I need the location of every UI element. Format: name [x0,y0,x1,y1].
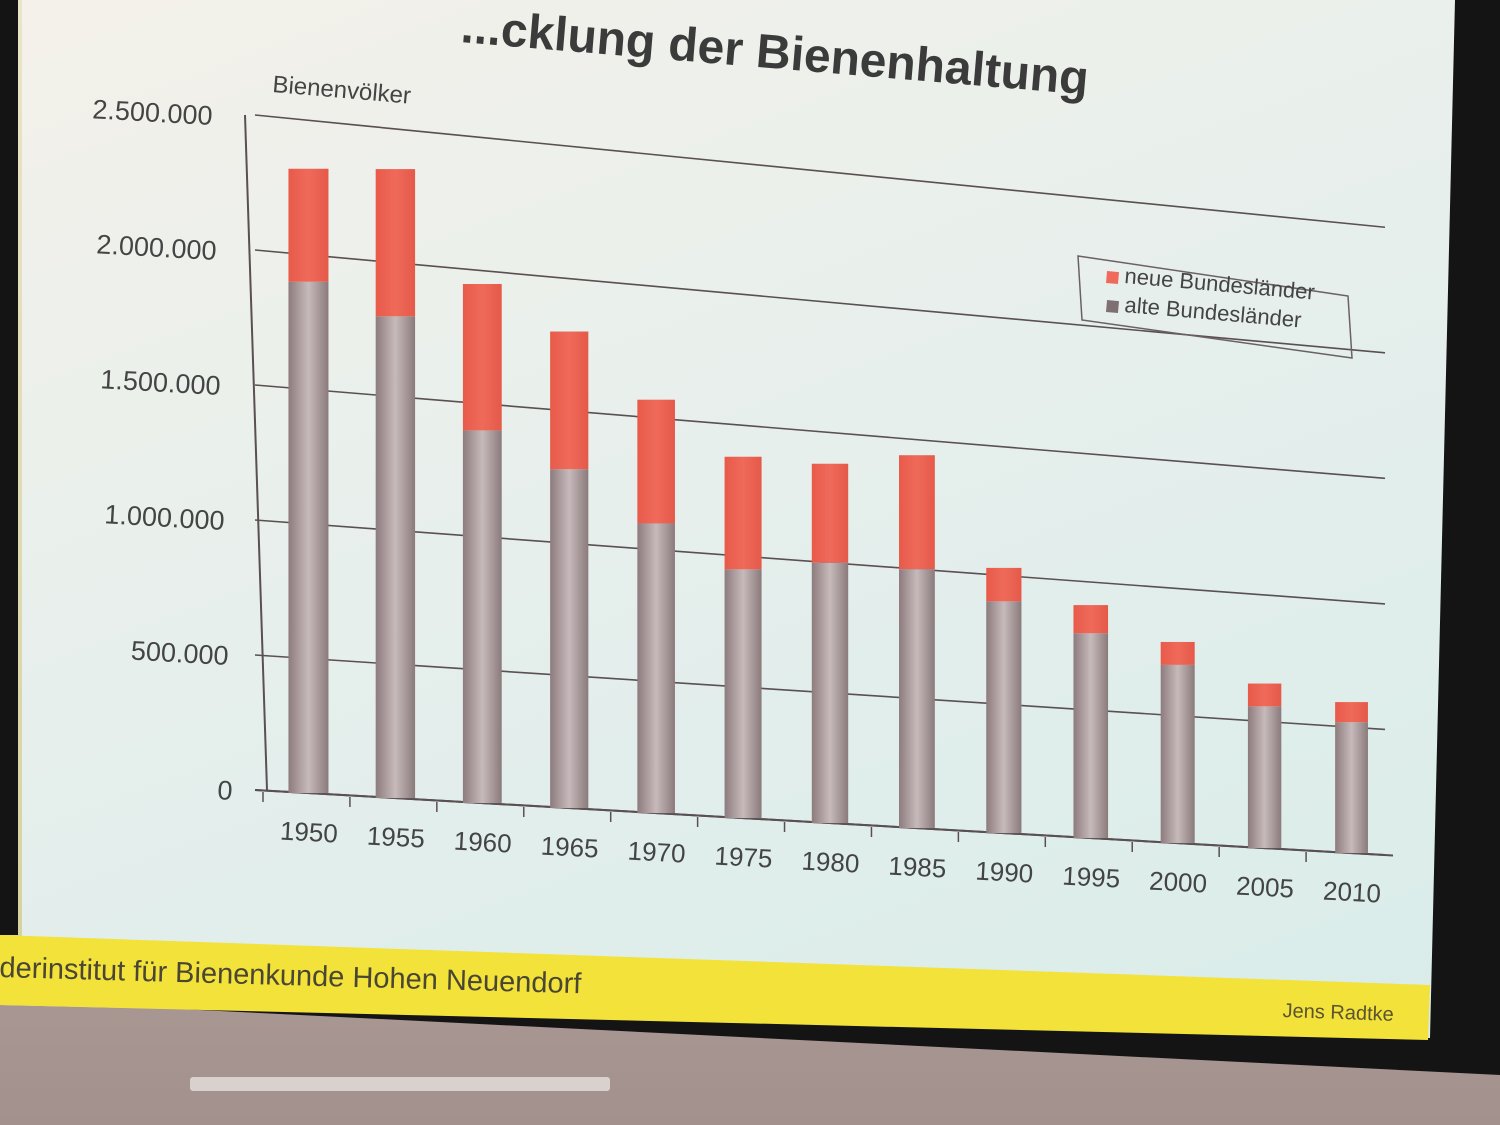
bar-alte-bundeslaender [288,281,329,794]
bar-neue-bundeslaender [1073,605,1109,634]
bar-neue-bundeslaender [986,567,1022,602]
bar-alte-bundeslaender [1247,706,1282,849]
bar-neue-bundeslaender [375,169,416,317]
gridline [254,114,1386,229]
bar-neue-bundeslaender [288,168,329,282]
bar-alte-bundeslaender [986,601,1022,834]
gridline [254,384,1386,480]
bar-alte-bundeslaender [1160,664,1195,844]
x-tick-label: 1960 [453,826,512,859]
bar-alte-bundeslaender [462,430,502,804]
x-tick-label: 1965 [540,831,599,864]
bar-neue-bundeslaender [724,456,762,570]
y-tick-label: 1.000.000 [104,499,226,536]
x-tick-label: 1980 [801,846,860,879]
bar-neue-bundeslaender [1160,641,1195,665]
x-tick-label: 1990 [975,856,1034,889]
bar-alte-bundeslaender [899,569,935,829]
x-tick-label: 1950 [279,816,338,849]
bar-neue-bundeslaender [1247,683,1282,707]
tick-labels: 0 500.000 1.000.000 1.500.000 2.000.000 2.500… [92,94,1382,908]
bar-alte-bundeslaender [811,562,849,824]
y-axis-line [244,114,268,791]
y-tick-label: 0 [217,775,234,806]
legend-swatch [1106,300,1120,314]
legend-swatch [1106,271,1120,285]
x-tick-label: 2010 [1322,876,1381,909]
bar-neue-bundeslaender [1335,702,1368,723]
x-tick-label: 1995 [1062,861,1121,894]
x-tick-label: 1970 [627,836,686,869]
y-tick-label: 500.000 [130,636,229,671]
legend-box [1077,255,1353,359]
screen-ledge [190,1077,610,1091]
y-tick-label: 2.500.000 [92,94,214,131]
x-tick-label: 1955 [366,821,425,854]
x-tick-label: 1985 [888,851,947,884]
y-tick-label: 2.000.000 [96,229,218,266]
bar-alte-bundeslaender [637,523,675,814]
bar-neue-bundeslaender [811,463,849,563]
x-tick-label: 2000 [1148,866,1207,899]
y-axis-label: Bienenvölker [271,71,412,110]
bar-alte-bundeslaender [1073,633,1109,839]
bar-alte-bundeslaender [375,316,416,799]
bar-alte-bundeslaender [1335,722,1368,854]
bar-alte-bundeslaender [550,469,589,809]
chart-title: ...cklung der Bienenhaltung [459,0,1091,105]
bar-alte-bundeslaender [724,569,762,819]
bar-neue-bundeslaender [899,455,935,570]
x-tick-label: 1975 [714,841,773,874]
x-tick-label: 2005 [1235,871,1294,904]
bar-neue-bundeslaender [462,283,502,431]
bars [288,168,1368,854]
bar-neue-bundeslaender [637,399,675,524]
y-tick-label: 1.500.000 [100,364,222,401]
bar-neue-bundeslaender [550,331,589,470]
